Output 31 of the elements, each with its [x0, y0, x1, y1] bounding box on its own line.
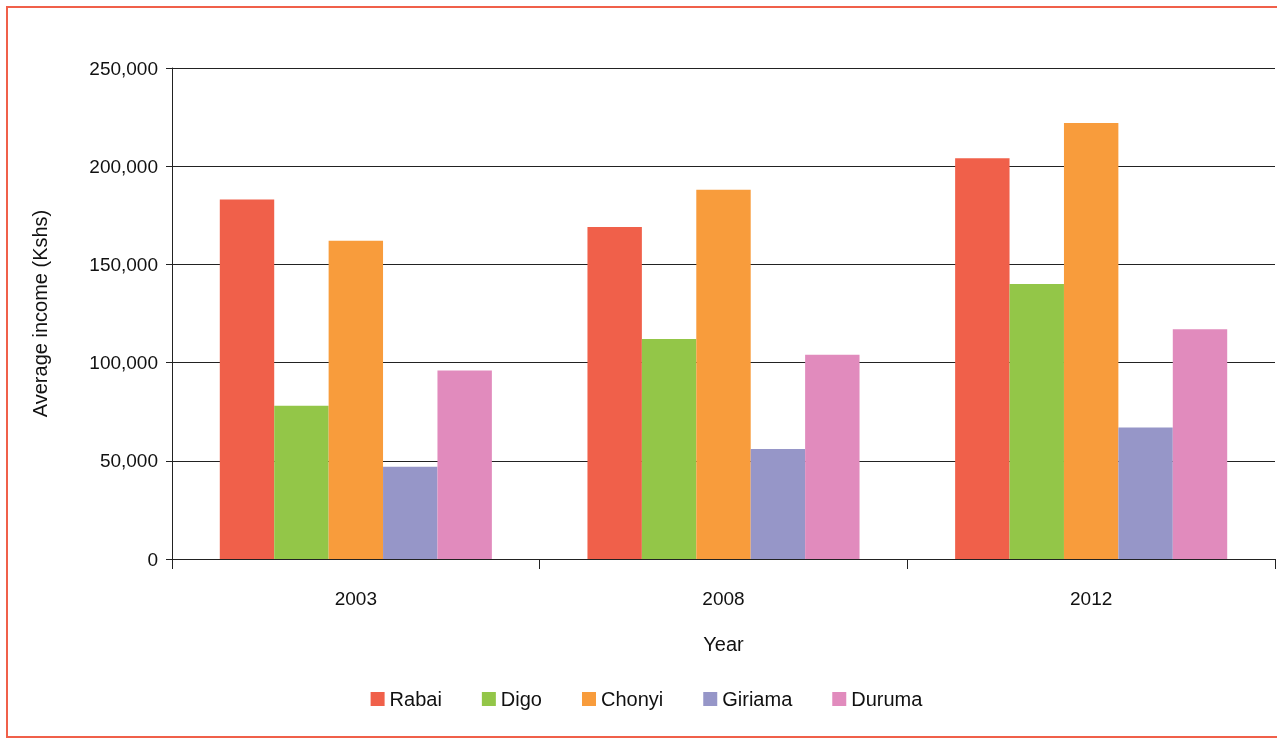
bar — [1172, 329, 1228, 559]
bar — [1063, 122, 1119, 559]
legend-label: Chonyi — [601, 688, 664, 710]
legend-label: Digo — [500, 688, 542, 710]
bar — [219, 199, 275, 559]
y-tick-label: 100,000 — [89, 352, 158, 374]
bar — [955, 158, 1010, 559]
x-tick-label: 2003 — [334, 588, 377, 609]
bar — [328, 240, 384, 559]
y-axis-title: Average income (Kshs) — [29, 209, 51, 418]
legend-label: Rabai — [389, 688, 442, 710]
bar — [750, 449, 806, 559]
legend-label: Duruma — [851, 688, 924, 710]
bar — [383, 466, 438, 559]
y-tick-label: 0 — [147, 548, 158, 570]
bar — [805, 354, 860, 559]
legend-label: Giriama — [722, 688, 794, 710]
x-axis-title: Year — [703, 633, 745, 655]
bar — [641, 339, 697, 559]
y-tick-label: 250,000 — [89, 57, 158, 79]
x-tick-label: 2012 — [1070, 588, 1113, 609]
bar — [1009, 284, 1064, 559]
bar — [587, 227, 642, 559]
bar — [437, 370, 492, 559]
bar — [274, 405, 329, 559]
y-tick-label: 150,000 — [89, 253, 158, 275]
bar — [696, 189, 751, 559]
bar — [1118, 427, 1173, 559]
x-tick-label: 2008 — [702, 588, 745, 609]
y-tick-label: 200,000 — [89, 155, 158, 177]
y-tick-label: 50,000 — [99, 450, 158, 472]
